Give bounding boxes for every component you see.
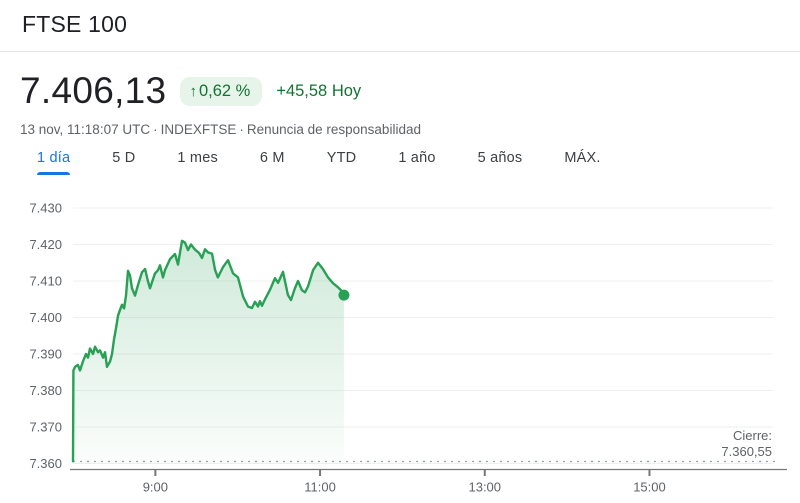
y-axis-label: 7.380	[29, 383, 62, 398]
y-axis-label: 7.400	[29, 310, 62, 325]
separator: ·	[153, 122, 158, 137]
y-axis-label: 7.420	[29, 237, 62, 252]
tab-max[interactable]: MÁX.	[564, 150, 601, 166]
tab-1-dia[interactable]: 1 día	[37, 150, 71, 175]
header: FTSE 100	[0, 0, 800, 51]
tab-ytd[interactable]: YTD	[326, 150, 357, 166]
x-axis-label: 11:00	[304, 480, 336, 495]
quote-timestamp: 13 nov, 11:18:07 UTC	[20, 122, 151, 137]
up-arrow-icon: ↑	[189, 82, 197, 100]
tab-6-m[interactable]: 6 M	[259, 150, 285, 166]
x-axis-label: 9:00	[143, 480, 168, 495]
price-area	[73, 240, 344, 464]
chart-area: 7.360 7.370 7.380 7.390 7.400 7.410 7.420 7.430…	[0, 188, 800, 503]
y-axis-label: 7.360	[29, 456, 62, 471]
price-chart[interactable]: 7.360 7.370 7.380 7.390 7.400 7.410 7.420 7.430…	[0, 188, 800, 503]
x-axis-label: 15:00	[633, 480, 666, 495]
exchange-code: INDEXFTSE	[160, 122, 237, 137]
current-price-dot	[338, 289, 350, 301]
y-axis-label: 7.410	[29, 274, 62, 289]
tab-5-d[interactable]: 5 D	[112, 150, 136, 166]
y-axis-label: 7.430	[29, 201, 62, 216]
x-axis-label: 13:00	[468, 480, 501, 495]
price-line	[71, 239, 346, 463]
quote-row: 7.406,13 ↑ 0,62 % +45,58 Hoy	[0, 52, 800, 114]
tab-1-ano[interactable]: 1 año	[398, 150, 436, 166]
separator: ·	[239, 122, 244, 137]
change-percent-value: 0,62 %	[198, 81, 251, 100]
quote-meta: 13 nov, 11:18:07 UTC · INDEXFTSE · Renuncia …	[0, 114, 800, 137]
disclaimer-link[interactable]: Renuncia de responsabilidad	[246, 122, 421, 137]
active-tab-underline	[37, 172, 71, 175]
y-axis-label: 7.370	[29, 420, 62, 435]
range-tabs: 1 día 5 D 1 mes 6 M YTD 1 año 5 años MÁX…	[0, 137, 800, 175]
change-percent-badge: ↑ 0,62 %	[180, 76, 263, 106]
current-price: 7.406,13	[20, 70, 167, 111]
change-absolute: +45,58 Hoy	[276, 81, 362, 100]
y-axis-label: 7.390	[29, 347, 62, 362]
tab-1-mes[interactable]: 1 mes	[177, 150, 218, 166]
header-divider	[0, 51, 800, 52]
previous-close-label: Cierre:	[733, 428, 772, 443]
page-title: FTSE 100	[22, 11, 128, 37]
previous-close-value: 7.360,55	[721, 444, 772, 459]
tab-5-anos[interactable]: 5 años	[477, 150, 523, 166]
